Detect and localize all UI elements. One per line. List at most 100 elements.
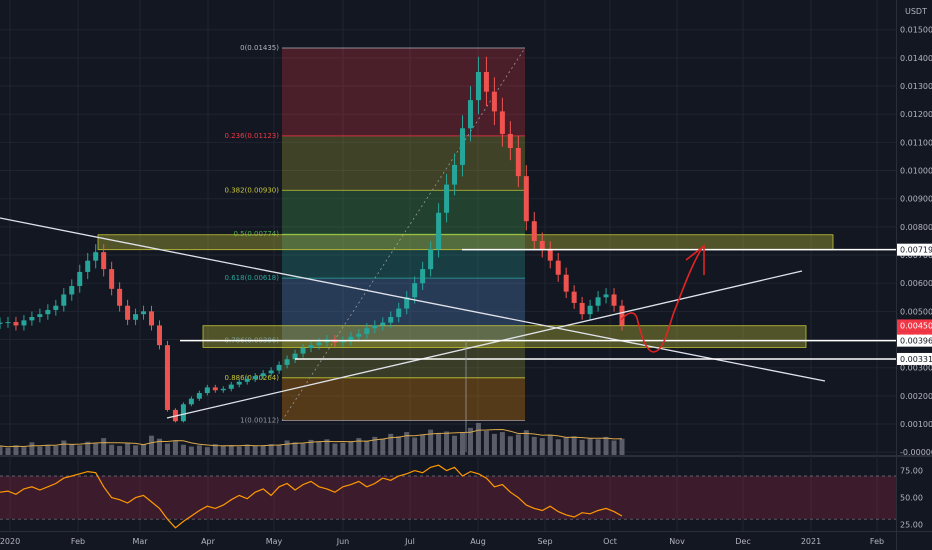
volume-bar [53,445,59,455]
price-axis[interactable]: USDT 0.01500 0.01400 0.01300 0.01200 0.01100… [900,7,932,457]
volume-bar [523,430,529,455]
volume-bar [133,445,139,455]
pane-divider [0,455,932,457]
candle-body [436,212,442,250]
candle-body [77,271,83,287]
volume-bar [531,436,537,455]
volume-bar [125,442,131,455]
fib-band [282,135,525,191]
x-tick-label: Dec [735,537,750,546]
candle-body [475,71,481,101]
candle-body [444,184,450,213]
volume-bar [204,447,210,455]
volume-bar [109,444,115,455]
trend-lines[interactable] [0,217,896,452]
volume-bar [13,445,19,455]
volume-bar [292,442,298,455]
candle-body [428,249,434,270]
price-tag-label: 0.00450 [900,321,932,330]
volume-bar [300,443,306,455]
candle-body [404,297,410,309]
price-tag-label: 0.00396 [900,337,932,346]
candle-body [595,297,601,306]
candle-body [420,269,426,284]
volume-bar [611,440,617,455]
volume-bar [21,447,27,455]
y-tick-label: 0.01300 [900,82,932,91]
candle-body [356,333,362,337]
volume-bar [396,436,402,455]
candle-body [619,305,625,326]
y-tick-label: 0.01500 [900,26,932,35]
volume-bar [172,441,178,455]
price-tag-box [897,243,932,256]
volume-bar [444,431,450,455]
candle-body [364,328,370,334]
support-zones[interactable] [97,234,834,348]
descending-trend-line [0,217,826,382]
candle-body [45,309,51,315]
price-tag-label: 0.00719 [900,246,932,255]
volume-bar [0,445,3,455]
candle-body [37,314,43,317]
projection-arrow-head [685,244,705,275]
candle-body [460,128,466,165]
candle-body [603,294,609,298]
volume-bar [563,437,569,455]
candle-body [531,221,537,241]
volume-bar [404,432,410,455]
candlesticks [0,56,625,423]
x-tick-label: Oct [603,537,617,546]
candle-body [396,308,402,317]
volume-bar [5,447,11,455]
volume-bar [603,436,609,455]
candle-body [499,111,505,134]
candle-body [29,316,35,321]
candle-body [220,388,226,391]
volume-bar [196,445,202,455]
candle-body [563,274,569,292]
candle-body [547,249,553,261]
x-tick-label: Aug [470,537,486,546]
x-tick-label: Feb [71,537,85,546]
candle-body [196,393,202,399]
y-tick-label: 0.01100 [900,138,932,147]
candle-body [101,252,107,270]
fibonacci-retracement[interactable]: 0(0.01435) 0.236(0.01123) 0.382(0.00930) 0.… [225,44,526,425]
candle-body [61,294,67,306]
candle-body [21,320,27,326]
x-tick-label: Mar [132,537,148,546]
candle-body [236,381,242,385]
candle-body [515,148,521,177]
volume-bar [117,445,123,455]
candle-body [284,359,290,365]
price-tag-box [897,319,932,332]
candle-body [85,260,91,272]
fib-level-label: 1(0.00112) [240,417,279,425]
candle-body [348,336,354,341]
volume-bar [340,442,346,455]
y-tick-label: 0.01000 [900,167,932,176]
candle-body [523,176,529,222]
candle-body [125,305,131,320]
volume-bar [85,441,91,455]
candle-body [156,325,162,346]
volume-bar [252,445,258,455]
candle-body [180,404,186,422]
volume-bar [244,444,250,455]
volume-bar [452,435,458,455]
volume-bar [212,444,218,455]
volume-bar [491,433,497,455]
y-tick-label: 0.00600 [900,279,932,288]
time-axis[interactable]: 2020 Feb Mar Apr May Jun Jul Aug Sep Oct Nov Dec 202… [0,537,884,546]
x-tick-label: Nov [669,537,685,546]
volume-bar [141,444,147,455]
candle-body [507,133,513,149]
fib-level-label: 0.5(0.00774) [233,230,279,238]
volume-bar [579,439,585,455]
volume-bar [388,433,394,455]
